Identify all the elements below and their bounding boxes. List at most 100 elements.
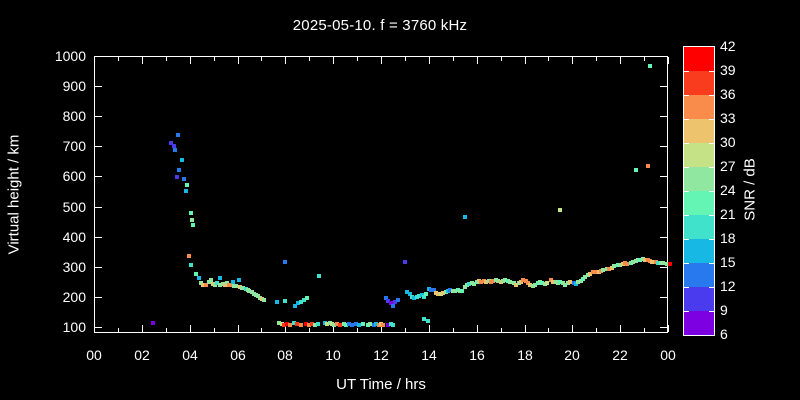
colorbar-boundary-tick-left xyxy=(684,287,689,288)
data-point xyxy=(283,299,287,303)
y-tick-label: 700 xyxy=(62,138,86,154)
colorbar-boundary-tick-right xyxy=(709,95,714,96)
data-point xyxy=(463,285,467,289)
x-minor-tick xyxy=(453,328,454,332)
y-tick-label: 900 xyxy=(62,78,86,94)
colorbar-boundary-tick-right xyxy=(709,191,714,192)
data-point xyxy=(288,323,292,327)
data-point xyxy=(310,322,314,326)
y-tick-right xyxy=(660,267,667,268)
data-point xyxy=(472,282,476,286)
y-tick-label: 600 xyxy=(62,168,86,184)
x-minor-tick-top xyxy=(118,57,119,61)
x-major-tick xyxy=(620,325,621,332)
data-point xyxy=(172,144,176,148)
colorbar-boundary-tick-right xyxy=(709,143,714,144)
x-minor-tick xyxy=(261,328,262,332)
data-point xyxy=(386,323,390,327)
data-point xyxy=(386,299,390,303)
x-minor-tick-top xyxy=(309,57,310,61)
colorbar-tick-label: 42 xyxy=(720,38,736,54)
data-point xyxy=(583,275,587,279)
data-point xyxy=(661,261,665,265)
x-major-tick-top xyxy=(572,57,573,64)
data-point xyxy=(656,261,660,265)
data-point xyxy=(426,319,430,323)
chart-title: 2025-05-10. f = 3760 kHz xyxy=(292,17,468,34)
colorbar-tick-label: 36 xyxy=(720,86,736,102)
y-tick xyxy=(95,176,102,177)
data-point xyxy=(519,280,523,284)
data-point xyxy=(467,282,471,286)
x-major-tick-top xyxy=(525,57,526,64)
y-tick-label: 300 xyxy=(62,259,86,275)
x-major-tick-top xyxy=(381,57,382,64)
data-point xyxy=(296,301,300,305)
x-major-tick-top xyxy=(238,57,239,64)
colorbar-tick-label: 18 xyxy=(720,230,736,246)
data-point xyxy=(182,177,186,181)
data-point xyxy=(207,280,211,284)
data-point xyxy=(180,158,184,162)
data-point xyxy=(551,280,555,284)
colorbar-boundary-tick-left xyxy=(684,167,689,168)
data-point xyxy=(190,218,194,222)
data-point xyxy=(169,141,173,145)
data-point xyxy=(579,279,583,283)
x-major-tick-top xyxy=(333,57,334,64)
x-minor-tick-top xyxy=(453,57,454,61)
data-point xyxy=(463,215,467,219)
colorbar-segment xyxy=(684,71,714,95)
data-point xyxy=(432,288,436,292)
x-tick-label: 08 xyxy=(277,347,293,363)
colorbar-segment xyxy=(684,263,714,287)
data-point xyxy=(484,280,488,284)
data-point xyxy=(405,290,409,294)
data-point xyxy=(357,323,361,327)
data-point xyxy=(665,262,669,266)
x-major-tick xyxy=(285,325,286,332)
data-point xyxy=(338,323,342,327)
data-point xyxy=(540,281,544,285)
x-minor-tick-top xyxy=(261,57,262,61)
x-minor-tick-top xyxy=(214,57,215,61)
x-major-tick xyxy=(238,325,239,332)
y-axis-label: Virtual height / km xyxy=(5,134,23,254)
x-tick-label: 16 xyxy=(469,347,485,363)
x-major-tick-top xyxy=(429,57,430,64)
x-minor-tick-top xyxy=(596,57,597,61)
data-point xyxy=(347,322,351,326)
data-point xyxy=(197,276,201,280)
data-point xyxy=(237,278,241,282)
data-point xyxy=(191,223,195,227)
y-tick-right xyxy=(660,116,667,117)
y-tick-right xyxy=(660,207,667,208)
data-point xyxy=(491,279,495,283)
data-point xyxy=(646,164,650,168)
data-point xyxy=(384,296,388,300)
x-major-tick xyxy=(333,325,334,332)
x-major-tick-top xyxy=(620,57,621,64)
data-point xyxy=(503,278,507,282)
data-point xyxy=(528,283,532,287)
colorbar-boundary-tick-right xyxy=(709,287,714,288)
colorbar-boundary-tick-right xyxy=(709,311,714,312)
data-point xyxy=(634,168,638,172)
data-point xyxy=(521,278,525,282)
y-tick-right xyxy=(660,146,667,147)
data-point xyxy=(638,258,642,262)
x-major-tick xyxy=(668,325,669,332)
data-point xyxy=(607,267,611,271)
data-point xyxy=(591,270,595,274)
data-point xyxy=(215,281,219,285)
x-minor-tick xyxy=(405,328,406,332)
data-point xyxy=(391,323,395,327)
data-point xyxy=(283,260,287,264)
y-tick-label: 500 xyxy=(62,199,86,215)
data-point xyxy=(213,283,217,287)
x-minor-tick xyxy=(214,328,215,332)
data-point xyxy=(175,175,179,179)
data-point xyxy=(625,262,629,266)
y-tick-label: 100 xyxy=(62,319,86,335)
